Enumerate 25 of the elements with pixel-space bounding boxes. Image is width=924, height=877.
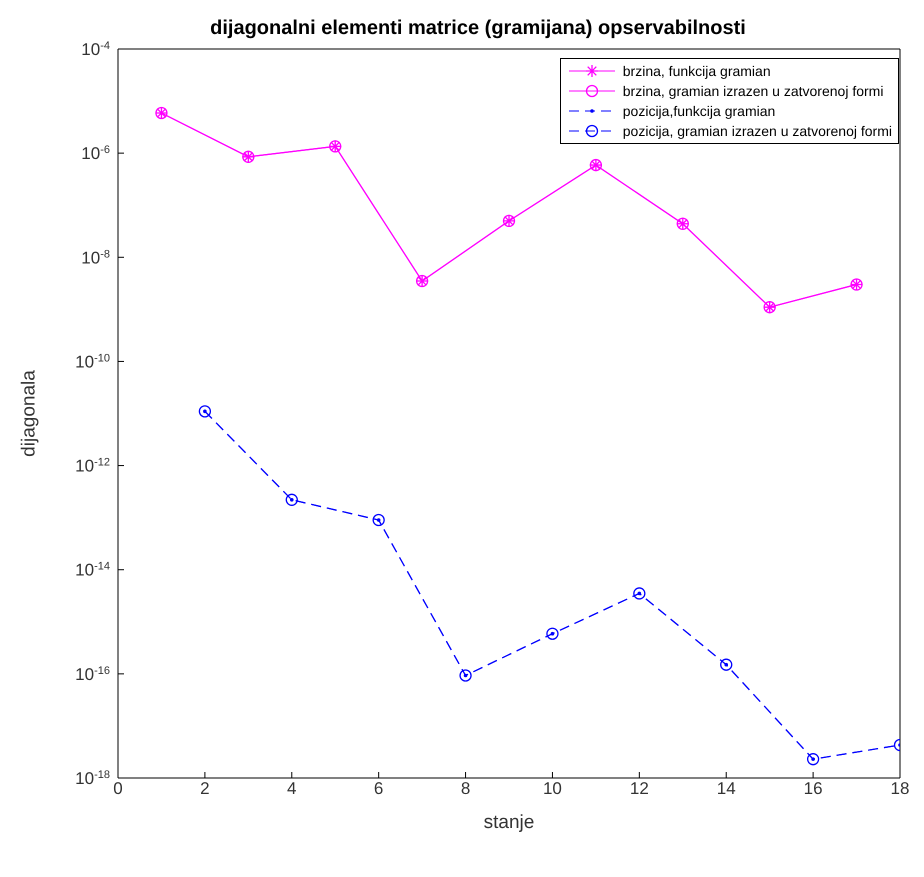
legend-label: brzina, gramian izrazen u zatvorenoj formi	[622, 83, 884, 99]
y-tick-label: 10$^{-12}$	[75, 456, 110, 476]
y-tick-label: 10$^{-6}$	[81, 144, 110, 164]
x-tick-label: 8	[460, 779, 470, 798]
legend-label: pozicija, gramian izrazen u zatvorenoj formi	[622, 123, 892, 139]
x-tick-label: 2	[200, 779, 210, 798]
x-tick-label: 18	[890, 779, 910, 798]
y-tick-label: 10$^{-16}$	[75, 664, 110, 684]
y-tick-label: 10$^{-8}$	[81, 248, 110, 268]
x-axis-title: stanje	[484, 812, 534, 833]
chart-title: dijagonalni elementi matrice (gramijana) opservabilnosti	[210, 17, 746, 39]
x-tick-label: 10	[542, 779, 562, 798]
x-tick-label: 0	[113, 779, 123, 798]
x-tick-label: 12	[630, 779, 649, 798]
y-tick-label: 10$^{-4}$	[81, 40, 110, 59]
legend-label: pozicija,funkcija gramian	[622, 103, 776, 119]
x-tick-label: 4	[287, 779, 297, 798]
x-tick-label: 6	[374, 779, 384, 798]
legend-label: brzina, funkcija gramian	[622, 63, 771, 79]
y-axis-title: dijagonala	[18, 370, 40, 457]
y-tick-label: 10$^{-14}$	[75, 560, 110, 580]
y-tick-label: 10$^{-18}$	[75, 769, 110, 788]
x-tick-label: 16	[804, 779, 823, 798]
y-tick-label: 10$^{-10}$	[75, 352, 110, 372]
x-tick-label: 14	[716, 779, 736, 798]
